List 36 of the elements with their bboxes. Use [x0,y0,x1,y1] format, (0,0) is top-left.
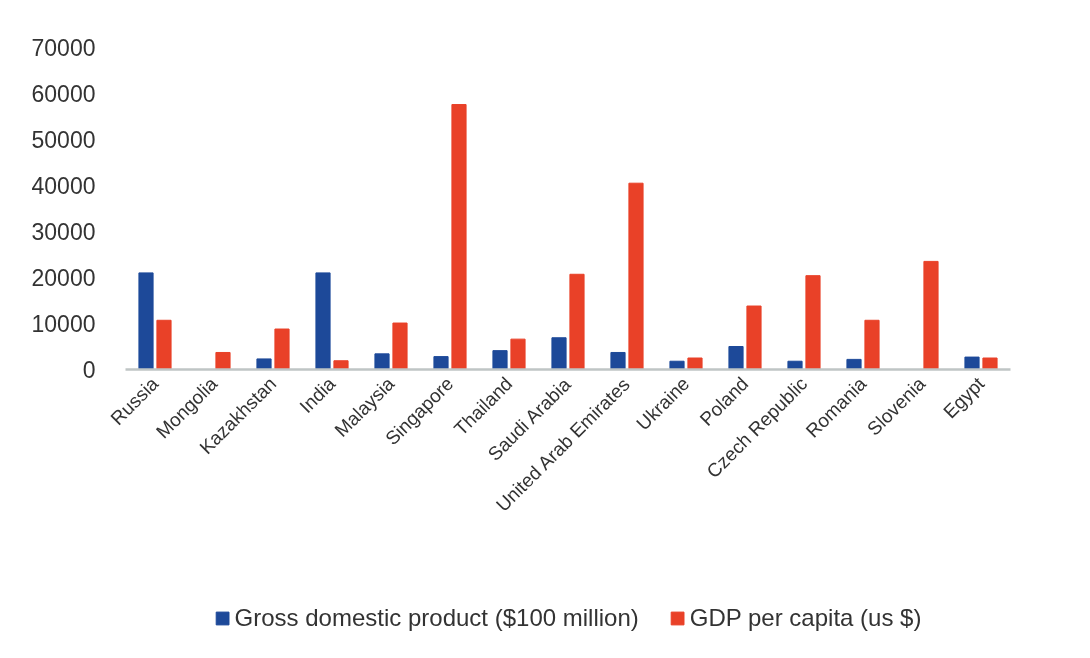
bar [492,350,508,370]
y-tick-label: 10000 [31,311,96,337]
bar [274,328,290,370]
bar [333,360,349,370]
bar [923,260,939,370]
bar [392,322,408,370]
y-tick-label: 60000 [31,81,96,107]
y-tick-label: 30000 [31,219,96,245]
bar [156,319,172,370]
bar [215,351,231,370]
y-tick-label: 50000 [31,127,96,153]
bar [510,338,526,370]
y-tick-label: 70000 [31,35,96,61]
bar [982,357,998,370]
bar [964,356,980,370]
bar [138,272,154,370]
bar [451,104,467,370]
bar [805,275,821,370]
y-tick-label: 0 [82,357,96,383]
bar [628,182,644,370]
bar [551,337,567,370]
bar [374,353,390,370]
bar [610,351,626,370]
bar [864,319,880,370]
bar [433,356,449,370]
bar [315,272,331,370]
bar [746,305,762,370]
bar [687,357,703,370]
bar [569,273,585,370]
bar [256,358,272,370]
legend-label: GDP per capita (us $) [689,604,922,632]
bar [846,358,862,370]
bar [728,346,744,370]
y-tick-label: 40000 [31,173,96,199]
legend-label: Gross domestic product ($100 million) [234,604,639,632]
y-tick-label: 20000 [31,265,96,291]
